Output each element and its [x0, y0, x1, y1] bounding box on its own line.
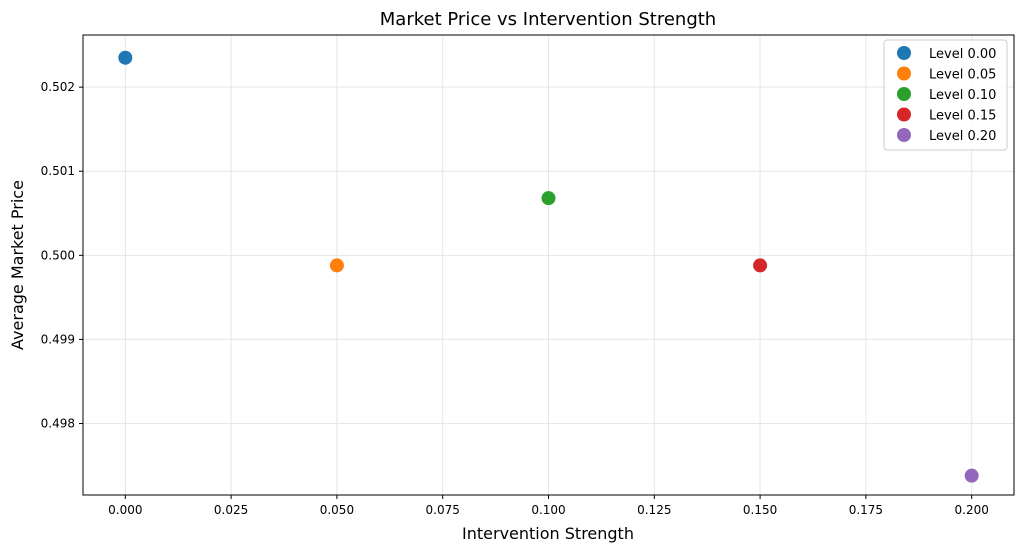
x-axis: 0.000 0.025 0.050 0.075 0.100 0.125 0.150 0.175…	[108, 495, 989, 517]
x-tick-label: 0.075	[426, 503, 460, 517]
x-tick-label: 0.000	[108, 503, 142, 517]
legend-marker	[897, 87, 911, 101]
legend-marker	[897, 66, 911, 81]
x-tick-label: 0.200	[955, 503, 989, 517]
y-tick-label: 0.498	[41, 417, 75, 431]
legend-label: Level 0.20	[929, 129, 996, 144]
x-tick-label: 0.150	[743, 503, 777, 517]
x-tick-label: 0.050	[320, 503, 354, 517]
x-tick-label: 0.025	[214, 503, 248, 517]
y-tick-label: 0.502	[41, 80, 75, 94]
y-tick-label: 0.499	[41, 332, 75, 346]
x-tick-label: 0.175	[849, 503, 883, 517]
y-tick-label: 0.501	[41, 164, 75, 178]
legend-marker	[897, 107, 911, 122]
data-points	[118, 50, 979, 483]
legend-marker	[897, 46, 911, 60]
legend-marker	[897, 128, 911, 142]
grid-lines	[83, 35, 1014, 495]
legend-box	[883, 39, 1008, 151]
y-axis: 0.498 0.499 0.500 0.501 0.502	[41, 80, 83, 431]
legend-label: Level 0.05	[929, 68, 996, 83]
legend-label: Level 0.15	[929, 109, 996, 124]
legend-label: Level 0.10	[929, 88, 996, 103]
x-tick-label: 0.100	[531, 503, 565, 517]
legend: Level 0.00 Level 0.05 Level 0.10 Level 0.15…	[883, 39, 1008, 151]
x-tick-label: 0.125	[637, 503, 671, 517]
data-point	[118, 50, 133, 65]
y-tick-label: 0.500	[41, 248, 75, 262]
data-point	[753, 258, 768, 273]
data-point	[329, 258, 344, 273]
data-point	[964, 468, 979, 483]
data-point	[541, 191, 556, 206]
x-axis-title: Intervention Strength	[462, 524, 634, 543]
y-axis-title: Average Market Price	[8, 180, 27, 350]
legend-label: Level 0.00	[929, 47, 996, 62]
chart-title: Market Price vs Intervention Strength	[380, 9, 716, 30]
